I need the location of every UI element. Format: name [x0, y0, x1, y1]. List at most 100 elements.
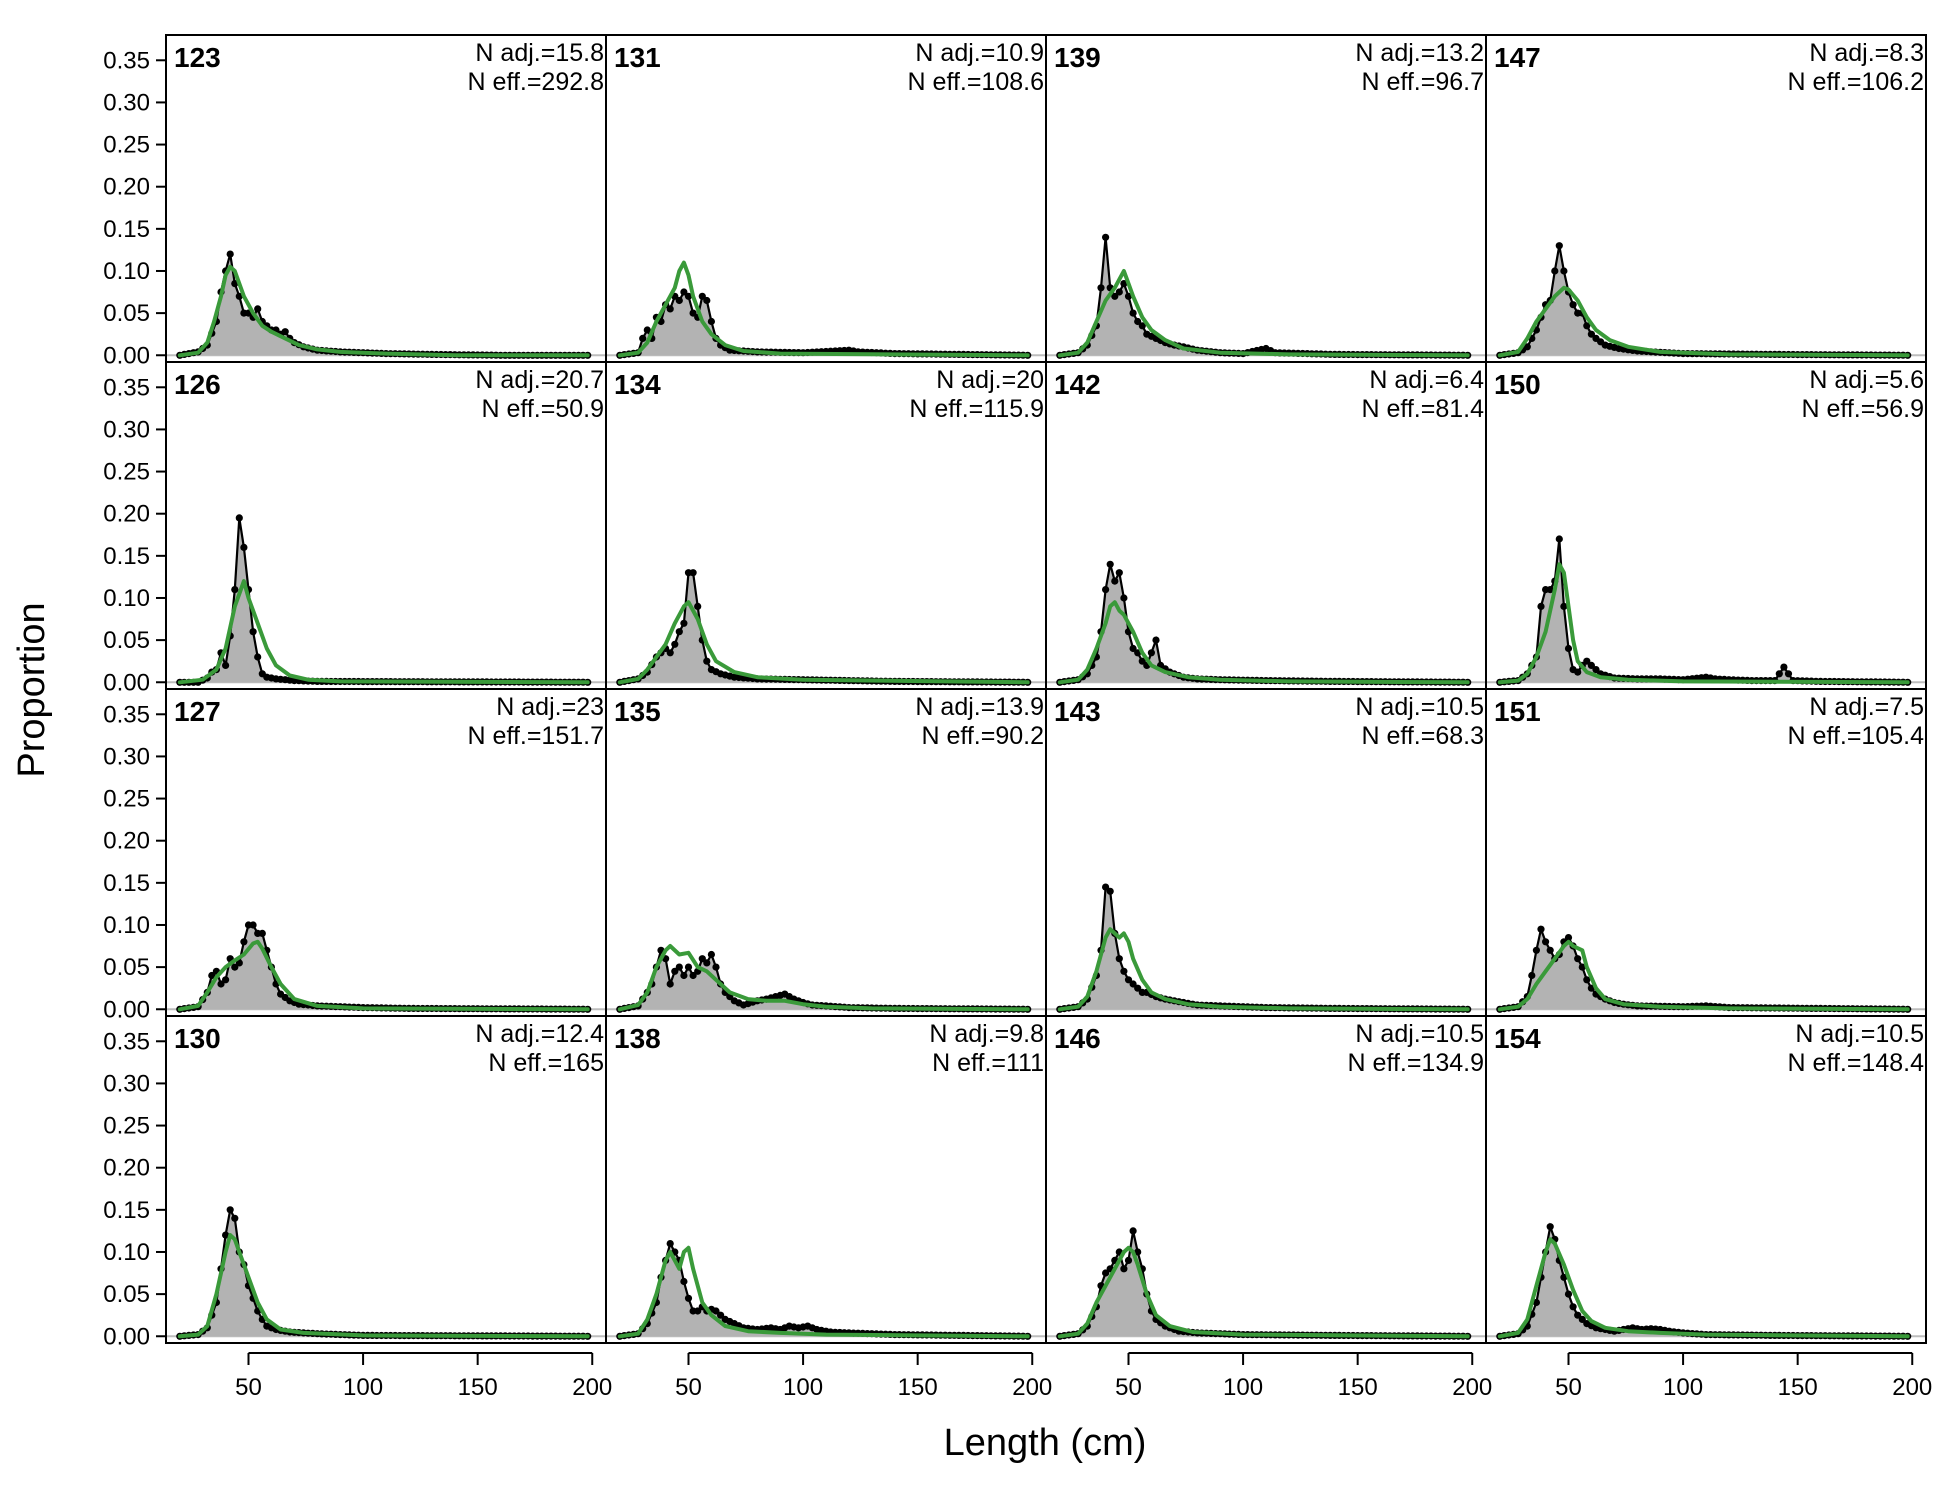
- y-tick-label: 0.05: [103, 1281, 150, 1308]
- panel-126: 126 N adj.=20.7N eff.=50.9: [165, 361, 607, 690]
- observed-fill: [1499, 1226, 1908, 1337]
- observed-point: [1129, 309, 1137, 317]
- n-eff-label: N eff.=96.7: [1361, 68, 1484, 96]
- observed-point: [689, 971, 697, 980]
- observed-point: [1578, 963, 1586, 971]
- observed-fill: [1059, 237, 1468, 356]
- panel-127: 127 N adj.=23N eff.=151.7: [165, 688, 607, 1017]
- n-adj-label: N adj.=5.6: [1809, 366, 1924, 394]
- observed-point: [1583, 657, 1591, 665]
- y-tick-label: 0.30: [103, 743, 150, 770]
- y-tick-label: 0.05: [103, 627, 150, 654]
- observed-point: [1555, 242, 1563, 250]
- observed-fill: [619, 572, 1028, 683]
- observed-point: [240, 938, 248, 946]
- expected-line: [1057, 600, 1470, 685]
- observed-fill: [619, 950, 1028, 1010]
- y-tick-label: 0.10: [103, 258, 150, 285]
- observed-point: [1574, 955, 1582, 963]
- expected-line: [177, 579, 590, 685]
- y-tick-label: 0.00: [103, 1323, 150, 1350]
- observed-point: [689, 569, 697, 577]
- observed-fill: [619, 292, 1028, 356]
- n-eff-label: N eff.=106.2: [1788, 68, 1924, 96]
- observed-point: [694, 602, 702, 611]
- y-tick-label: 0.20: [103, 501, 150, 528]
- expected-line: [177, 939, 590, 1012]
- y-tick-label: 0.00: [103, 996, 150, 1023]
- observed-point: [208, 971, 216, 980]
- expected-line: [1057, 1245, 1470, 1339]
- observed-point: [689, 309, 697, 317]
- observed-point: [1147, 649, 1155, 657]
- observed-point: [1124, 1256, 1133, 1264]
- x-tick-label: 200: [572, 1374, 612, 1401]
- y-tick-label: 0.30: [103, 89, 150, 116]
- observed-point: [1138, 322, 1146, 330]
- observed-point: [1129, 1227, 1137, 1235]
- n-eff-label: N eff.=292.8: [468, 68, 604, 96]
- expected-line: [1497, 285, 1910, 358]
- observed-point: [666, 980, 674, 988]
- observed-point: [1129, 644, 1137, 653]
- expected-line: [1497, 939, 1910, 1012]
- x-tick-label: 50: [235, 1374, 262, 1401]
- panel-150: 150 N adj.=5.6N eff.=56.9: [1485, 361, 1927, 690]
- y-tick-label: 0.15: [103, 870, 150, 897]
- x-tick-label: 150: [898, 1374, 938, 1401]
- expected-line: [1057, 927, 1470, 1012]
- observed-point: [222, 976, 230, 984]
- observed-point: [671, 640, 679, 648]
- observed-point: [1569, 301, 1577, 309]
- observed-point: [1551, 267, 1559, 275]
- observed-point: [643, 326, 651, 334]
- observed-point: [235, 514, 243, 522]
- observed-point: [707, 950, 716, 959]
- observed-point: [231, 1214, 239, 1222]
- observed-fill: [179, 1209, 588, 1337]
- observed-point: [1574, 1311, 1582, 1319]
- observed-point: [1560, 602, 1568, 611]
- panel-id-label: 123: [174, 42, 221, 73]
- observed-point: [1111, 292, 1119, 300]
- observed-point: [231, 586, 239, 594]
- observed-point: [680, 619, 688, 627]
- y-tick-label: 0.05: [103, 300, 150, 327]
- observed-point: [1106, 560, 1114, 568]
- observed-point: [1592, 666, 1600, 674]
- n-adj-label: N adj.=20: [936, 366, 1044, 394]
- n-adj-label: N adj.=13.2: [1355, 39, 1484, 67]
- n-adj-label: N adj.=10.5: [1355, 1020, 1484, 1048]
- observed-point: [703, 959, 711, 967]
- observed-point: [639, 334, 647, 342]
- observed-point: [1134, 317, 1142, 326]
- observed-point: [1102, 1269, 1110, 1277]
- panel-146: 146 N adj.=10.5N eff.=134.9: [1045, 1015, 1487, 1344]
- n-adj-label: N adj.=10.5: [1355, 693, 1484, 721]
- n-adj-label: N adj.=8.3: [1809, 39, 1924, 67]
- observed-fill: [619, 1243, 1028, 1337]
- observed-point: [1120, 967, 1128, 975]
- observed-point: [1564, 934, 1573, 942]
- expected-line: [617, 944, 1030, 1012]
- y-tick-label: 0.20: [103, 1155, 150, 1182]
- observed-point: [712, 1307, 720, 1315]
- n-eff-label: N eff.=50.9: [481, 395, 604, 423]
- observed-fill: [1059, 1230, 1468, 1337]
- panel-id-label: 154: [1494, 1023, 1541, 1054]
- shared-axes: 0.00 0.05 0.10 0.15 0.20 0.25 0.30 0.35 0.00 0.05…: [103, 35, 1932, 1401]
- observed-point: [1102, 586, 1110, 594]
- observed-point: [1111, 577, 1119, 585]
- panel-123: 123 N adj.=15.8N eff.=292.8: [165, 34, 607, 363]
- y-tick-label: 0.15: [103, 1197, 150, 1224]
- observed-fill: [179, 925, 588, 1010]
- panel-138: 138 N adj.=9.8N eff.=111: [605, 1015, 1047, 1344]
- panel-147: 147 N adj.=8.3N eff.=106.2: [1485, 34, 1927, 363]
- observed-point: [1134, 1248, 1142, 1256]
- panel-134: 134 N adj.=20N eff.=115.9: [605, 361, 1047, 690]
- x-tick-label: 200: [1452, 1374, 1492, 1401]
- n-adj-label: N adj.=20.7: [475, 366, 604, 394]
- panel-id-label: 139: [1054, 42, 1101, 73]
- panel-id-label: 142: [1054, 369, 1101, 400]
- observed-point: [240, 543, 248, 552]
